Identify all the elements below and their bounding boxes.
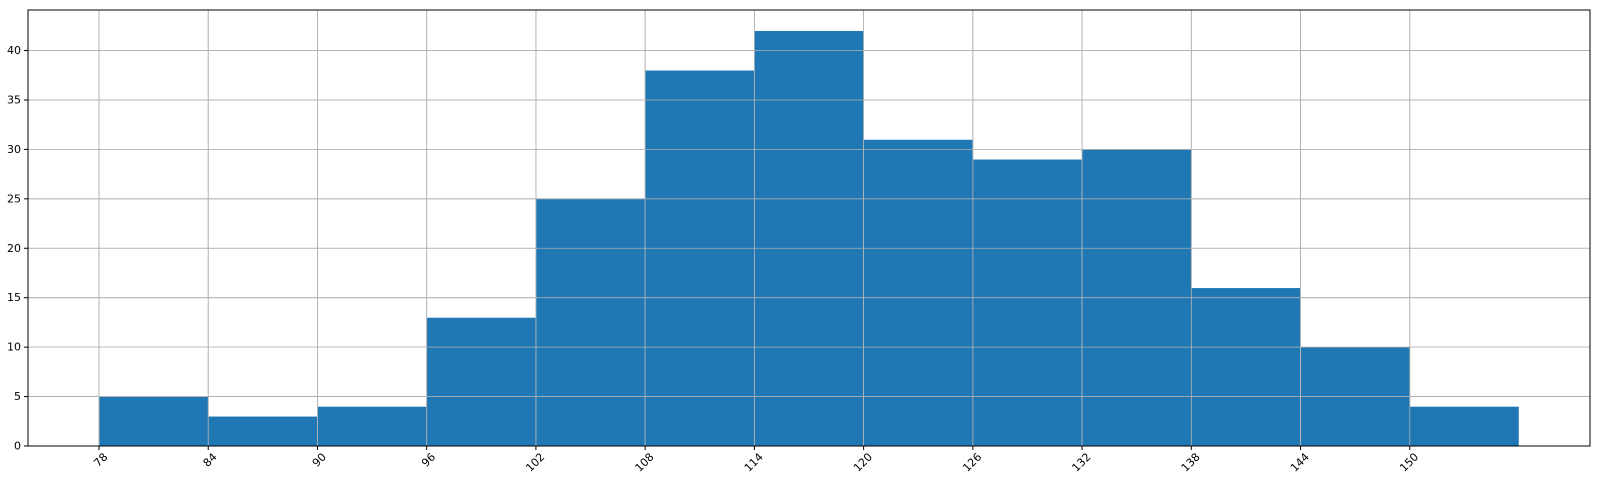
x-tick-label: 96 xyxy=(419,450,438,469)
x-tick-label: 126 xyxy=(960,450,984,474)
histogram-bar xyxy=(317,406,427,447)
histogram-bar xyxy=(1409,406,1520,447)
histogram-bar xyxy=(644,70,755,447)
histogram-bar xyxy=(754,30,864,447)
y-tick-label: 15 xyxy=(7,291,21,304)
histogram-bar xyxy=(207,416,318,447)
y-tick-label: 25 xyxy=(7,192,21,205)
x-tick-label: 84 xyxy=(201,450,220,469)
histogram-bars xyxy=(98,30,1520,447)
x-tick-label: 120 xyxy=(851,450,875,474)
x-tick-label: 150 xyxy=(1397,450,1421,474)
y-tick-label: 0 xyxy=(14,440,21,453)
histogram-bar xyxy=(98,396,209,447)
histogram-bar xyxy=(972,159,1083,447)
y-tick-label: 20 xyxy=(7,242,21,255)
plot-frame xyxy=(27,9,1591,447)
x-tick-label: 108 xyxy=(633,450,657,474)
grid-lines-overlay xyxy=(28,10,1590,447)
x-tick-label: 78 xyxy=(91,450,110,469)
x-tick-label: 114 xyxy=(742,450,766,474)
y-tick-label: 10 xyxy=(7,341,21,354)
y-axis: 0 5 10 15 20 25 30 35 40 xyxy=(7,44,28,453)
x-tick-label: 102 xyxy=(523,450,547,474)
y-tick-label: 40 xyxy=(7,44,21,57)
x-tick-label: 90 xyxy=(310,450,329,469)
histogram-bar xyxy=(426,317,537,447)
histogram-bar xyxy=(863,139,974,447)
y-tick-label: 5 xyxy=(14,390,21,403)
x-axis: 78 84 90 96 102 108 114 120 126 132 138 144 150 xyxy=(91,446,1421,475)
y-tick-label: 30 xyxy=(7,143,21,156)
x-tick-label: 132 xyxy=(1069,450,1093,474)
histogram-bar xyxy=(535,198,646,447)
histogram-bar xyxy=(1191,287,1301,447)
x-tick-label: 138 xyxy=(1179,450,1203,474)
x-tick-label: 144 xyxy=(1288,450,1312,474)
y-tick-label: 35 xyxy=(7,93,21,106)
